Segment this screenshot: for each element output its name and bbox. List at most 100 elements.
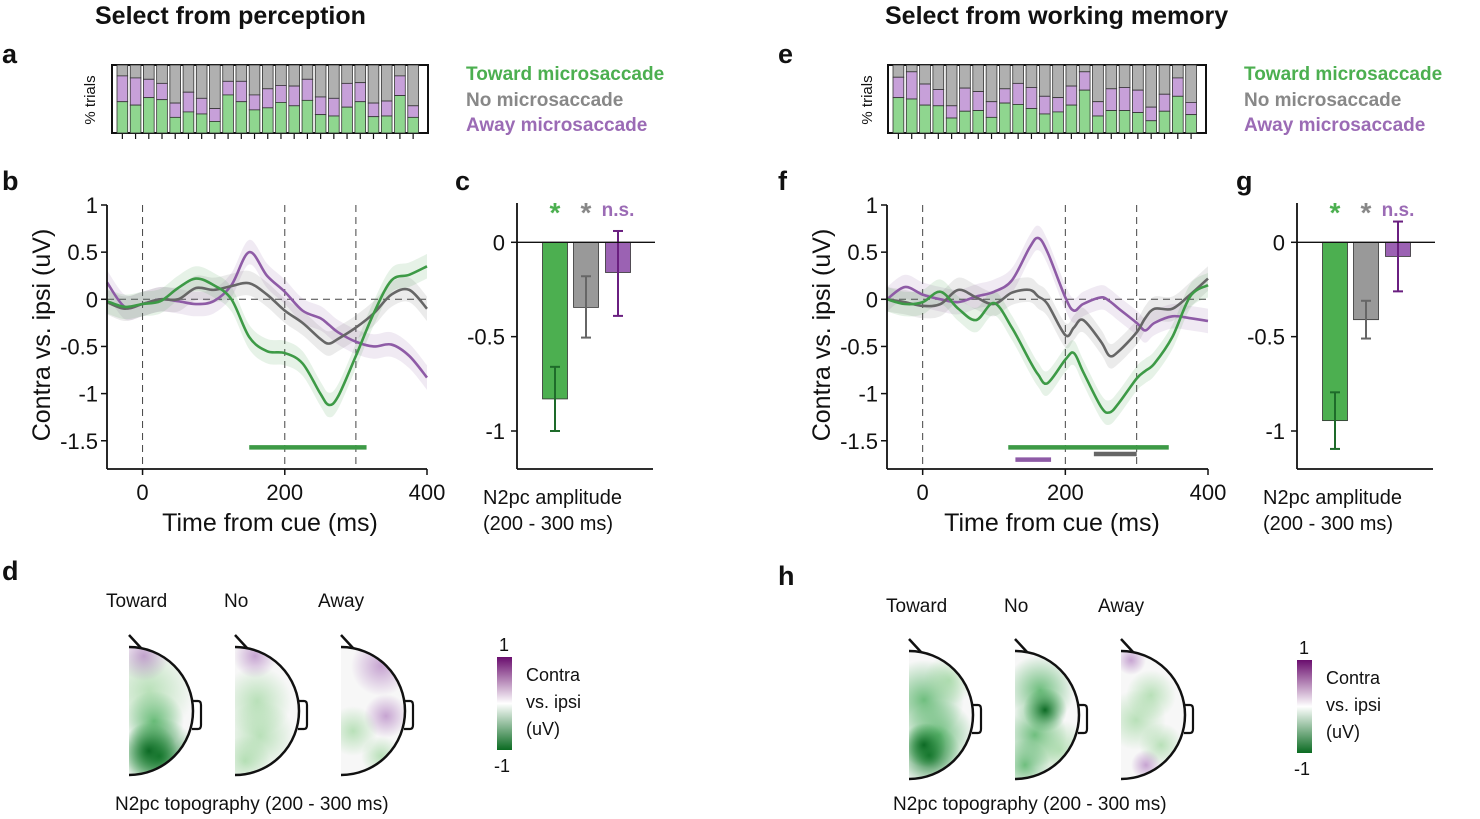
bar-no-microsaccade (156, 64, 168, 84)
y-tick-label: -0.5 (840, 334, 878, 359)
bar-no-microsaccade (143, 64, 155, 80)
bar-toward-microsaccade (1038, 113, 1051, 134)
bar-away-microsaccade (1118, 87, 1131, 111)
significance-annotation: * (1361, 197, 1372, 228)
y-tick-label: 0 (86, 287, 98, 312)
head-outline (1014, 649, 1081, 781)
panel-label-b: b (2, 166, 19, 196)
significance-annotation: * (550, 197, 561, 228)
bar-no-microsaccade (288, 64, 300, 87)
topomap-blob (351, 647, 405, 696)
panel-c-xlabel-line2: (200 - 300 ms) (483, 513, 613, 535)
bar-toward-microsaccade (116, 101, 129, 134)
x-tick-label: 400 (1190, 480, 1227, 505)
bar-no-microsaccade (394, 64, 406, 77)
bar-toward-microsaccade (354, 101, 367, 134)
bar-toward-microsaccade (301, 99, 314, 134)
ear-icon (192, 699, 203, 731)
panel-g-xlabel-line2: (200 - 300 ms) (1263, 513, 1393, 535)
bar-toward-microsaccade (1185, 114, 1197, 134)
bar-away-microsaccade (169, 102, 181, 118)
bar-no-microsaccade (1078, 64, 1091, 73)
panel-label-e: e (778, 39, 793, 69)
bar-toward-microsaccade (275, 102, 287, 134)
bar-no-microsaccade (932, 64, 945, 90)
nose-icon (1014, 638, 1028, 653)
bar-no-microsaccade (892, 64, 905, 78)
bar-no-microsaccade (972, 64, 985, 92)
panel-a-ylabel: % trials (82, 75, 99, 124)
bar-no-microsaccade (301, 64, 314, 80)
y-tick-label: 0.5 (847, 240, 878, 265)
bar-away-microsaccade (380, 100, 393, 117)
bar-toward-microsaccade (261, 107, 274, 134)
bar-away-microsaccade (919, 83, 931, 106)
bar-away-microsaccade (261, 88, 274, 109)
bar-no-microsaccade (235, 64, 248, 82)
bar-toward-microsaccade (999, 102, 1011, 134)
y-tick-label: -1.5 (840, 429, 878, 454)
topomap-no: No (1004, 596, 1089, 781)
bar-away-microsaccade (156, 82, 168, 101)
bar-no-microsaccade (919, 64, 931, 85)
panel-f-xlabel: Time from cue (ms) (944, 509, 1160, 537)
topomap-toward: Toward (886, 596, 983, 781)
x-tick-label: 200 (1047, 480, 1084, 505)
bar-away-microsaccade (248, 94, 261, 111)
bar-toward-microsaccade (407, 116, 419, 134)
panel-c-xlabel-line1: N2pc amplitude (483, 487, 622, 509)
bar-away-microsaccade (1025, 87, 1038, 109)
legend-right: Toward microsaccade No microsaccade Away… (1244, 64, 1442, 136)
bar-away-microsaccade (945, 105, 958, 119)
panel-f-ylabel: Contra vs. ipsi (uV) (808, 229, 836, 442)
head-outline (340, 645, 407, 777)
topomap-toward: Toward (106, 591, 203, 777)
bar-no-microsaccade (1185, 64, 1197, 103)
nose-icon (234, 634, 248, 649)
topomap-fill (1121, 651, 1185, 779)
bar-no-microsaccade (195, 64, 208, 99)
bar-no-microsaccade (314, 64, 327, 98)
panel-label-g: g (1236, 166, 1253, 196)
legend-no: No microsaccade (1244, 90, 1401, 111)
bar-no-microsaccade (209, 64, 221, 109)
nose-icon (1120, 638, 1134, 653)
y-tick-label: 1 (866, 193, 878, 218)
bar-away-microsaccade (116, 75, 129, 103)
bar-chart-g: * * n.s. 0 -0.5 -1 (1247, 197, 1435, 470)
bar-toward-microsaccade (195, 113, 208, 134)
bar-away-microsaccade (367, 102, 380, 118)
bar-away-microsaccade (972, 91, 985, 111)
head-outline (908, 649, 975, 781)
bar-toward-microsaccade (288, 105, 300, 134)
topomap-fill (129, 647, 193, 775)
topomap-label: Away (1098, 596, 1145, 617)
y-tick-label: -0.5 (1247, 325, 1285, 350)
colorbar-label-line3: (uV) (526, 719, 560, 739)
series-line-toward-microsaccade (886, 283, 1209, 415)
topomap-blob (1015, 740, 1050, 779)
stacked-bar-chart-e (887, 64, 1207, 139)
x-tick-label: 200 (266, 480, 303, 505)
bar-away-microsaccade (1105, 88, 1118, 111)
bar-toward-microsaccade (1012, 104, 1024, 134)
sem-band (887, 272, 1208, 426)
topomap-blob (1126, 670, 1176, 720)
head-outline (128, 645, 195, 777)
ear-icon (972, 703, 983, 735)
topomap-label: Toward (886, 596, 947, 617)
bar-away-microsaccade (407, 105, 419, 118)
ear-icon (1184, 703, 1195, 735)
bar-away-microsaccade (314, 96, 327, 116)
bar-no-microsaccade (1065, 64, 1078, 87)
y-tick-label: -1 (78, 382, 98, 407)
bar-no-microsaccade (129, 64, 142, 79)
x-tick-label: 0 (917, 480, 929, 505)
legend-away: Away microsaccade (466, 115, 647, 136)
bar-away-microsaccade (222, 80, 234, 96)
bar-toward-microsaccade (1092, 115, 1104, 134)
bar-no-microsaccade (182, 64, 195, 93)
topomap-blob (129, 723, 177, 775)
topography-panel-right: Toward No Away 1 -1 Contra vs. ipsi (uV) N2pc to… (886, 596, 1381, 815)
line-chart-b: 1 0.5 0 -0.5 -1 -1.5 0 200 400 (60, 193, 445, 505)
